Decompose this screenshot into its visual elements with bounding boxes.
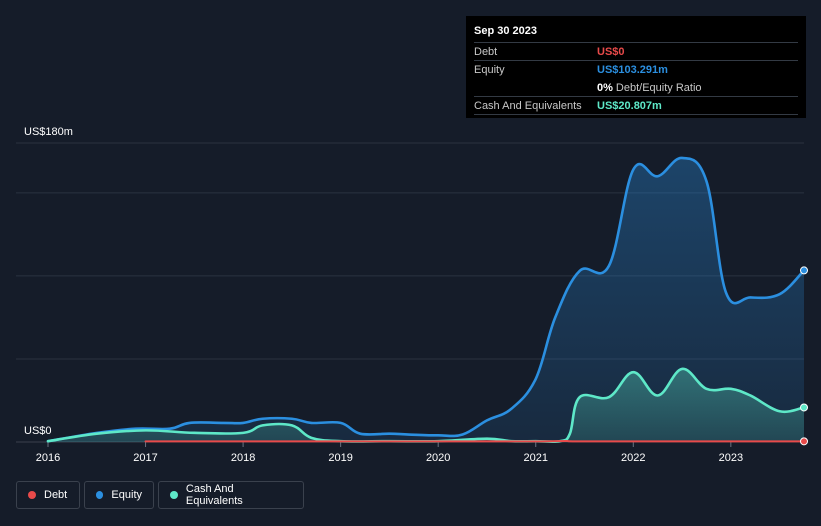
legend-item-cash[interactable]: Cash And Equivalents <box>158 481 304 509</box>
tooltip-value: US$103.291m <box>597 63 668 76</box>
x-tick-label: 2016 <box>36 452 60 464</box>
tooltip-label: Cash And Equivalents <box>474 99 582 112</box>
tooltip-label: Equity <box>474 63 505 76</box>
cash-and-equivalents-area <box>48 368 804 442</box>
tooltip-value: US$0 <box>597 45 625 58</box>
tooltip-panel: Sep 30 2023 Debt US$0 Equity US$103.291m… <box>466 16 806 118</box>
tooltip-label: Debt <box>474 45 498 58</box>
x-tick-label: 2017 <box>133 452 157 464</box>
series-end-points <box>800 266 808 446</box>
tooltip-subtext: Debt/Equity Ratio <box>615 81 702 94</box>
y-axis-bottom-label: US$0 <box>24 425 52 437</box>
equity-end-point <box>800 266 808 275</box>
x-tick-label: 2023 <box>719 452 743 464</box>
x-tick-label: 2019 <box>328 452 352 464</box>
series-lines <box>46 156 806 444</box>
y-axis-top-label: US$180m <box>24 126 73 138</box>
tooltip-row-equity: Equity US$103.291m <box>474 60 798 78</box>
tooltip-date: Sep 30 2023 <box>474 25 537 37</box>
legend-dot-icon <box>170 491 178 499</box>
legend-item-equity[interactable]: Equity <box>84 481 154 509</box>
tooltip-value: US$20.807m <box>597 99 662 112</box>
x-tick-label: 2018 <box>231 452 255 464</box>
equity-line <box>46 156 806 443</box>
legend-label: Cash And Equivalents <box>185 483 243 507</box>
x-tick-label: 2020 <box>426 452 450 464</box>
tooltip-value: 0% <box>597 81 613 94</box>
legend-dot-icon <box>96 491 104 499</box>
equity-area <box>48 157 804 442</box>
x-axis: 2016 2017 2018 2019 2020 2021 2022 2023 <box>36 442 743 464</box>
x-tick-label: 2022 <box>621 452 645 464</box>
legend-label: Debt <box>44 489 68 501</box>
debt-end-point <box>800 437 808 446</box>
tooltip-row-ratio: 0% Debt/Equity Ratio <box>474 78 798 96</box>
legend-dot-icon <box>28 491 36 499</box>
legend-label: Equity <box>111 489 142 501</box>
x-tick-label: 2021 <box>523 452 547 464</box>
legend-item-debt[interactable]: Debt <box>16 481 80 509</box>
tooltip-row-debt: Debt US$0 <box>474 42 798 60</box>
series-areas <box>48 157 804 442</box>
cash-and-equivalents-end-point <box>800 403 808 412</box>
tooltip-row-cash: Cash And Equivalents US$20.807m <box>474 96 798 115</box>
